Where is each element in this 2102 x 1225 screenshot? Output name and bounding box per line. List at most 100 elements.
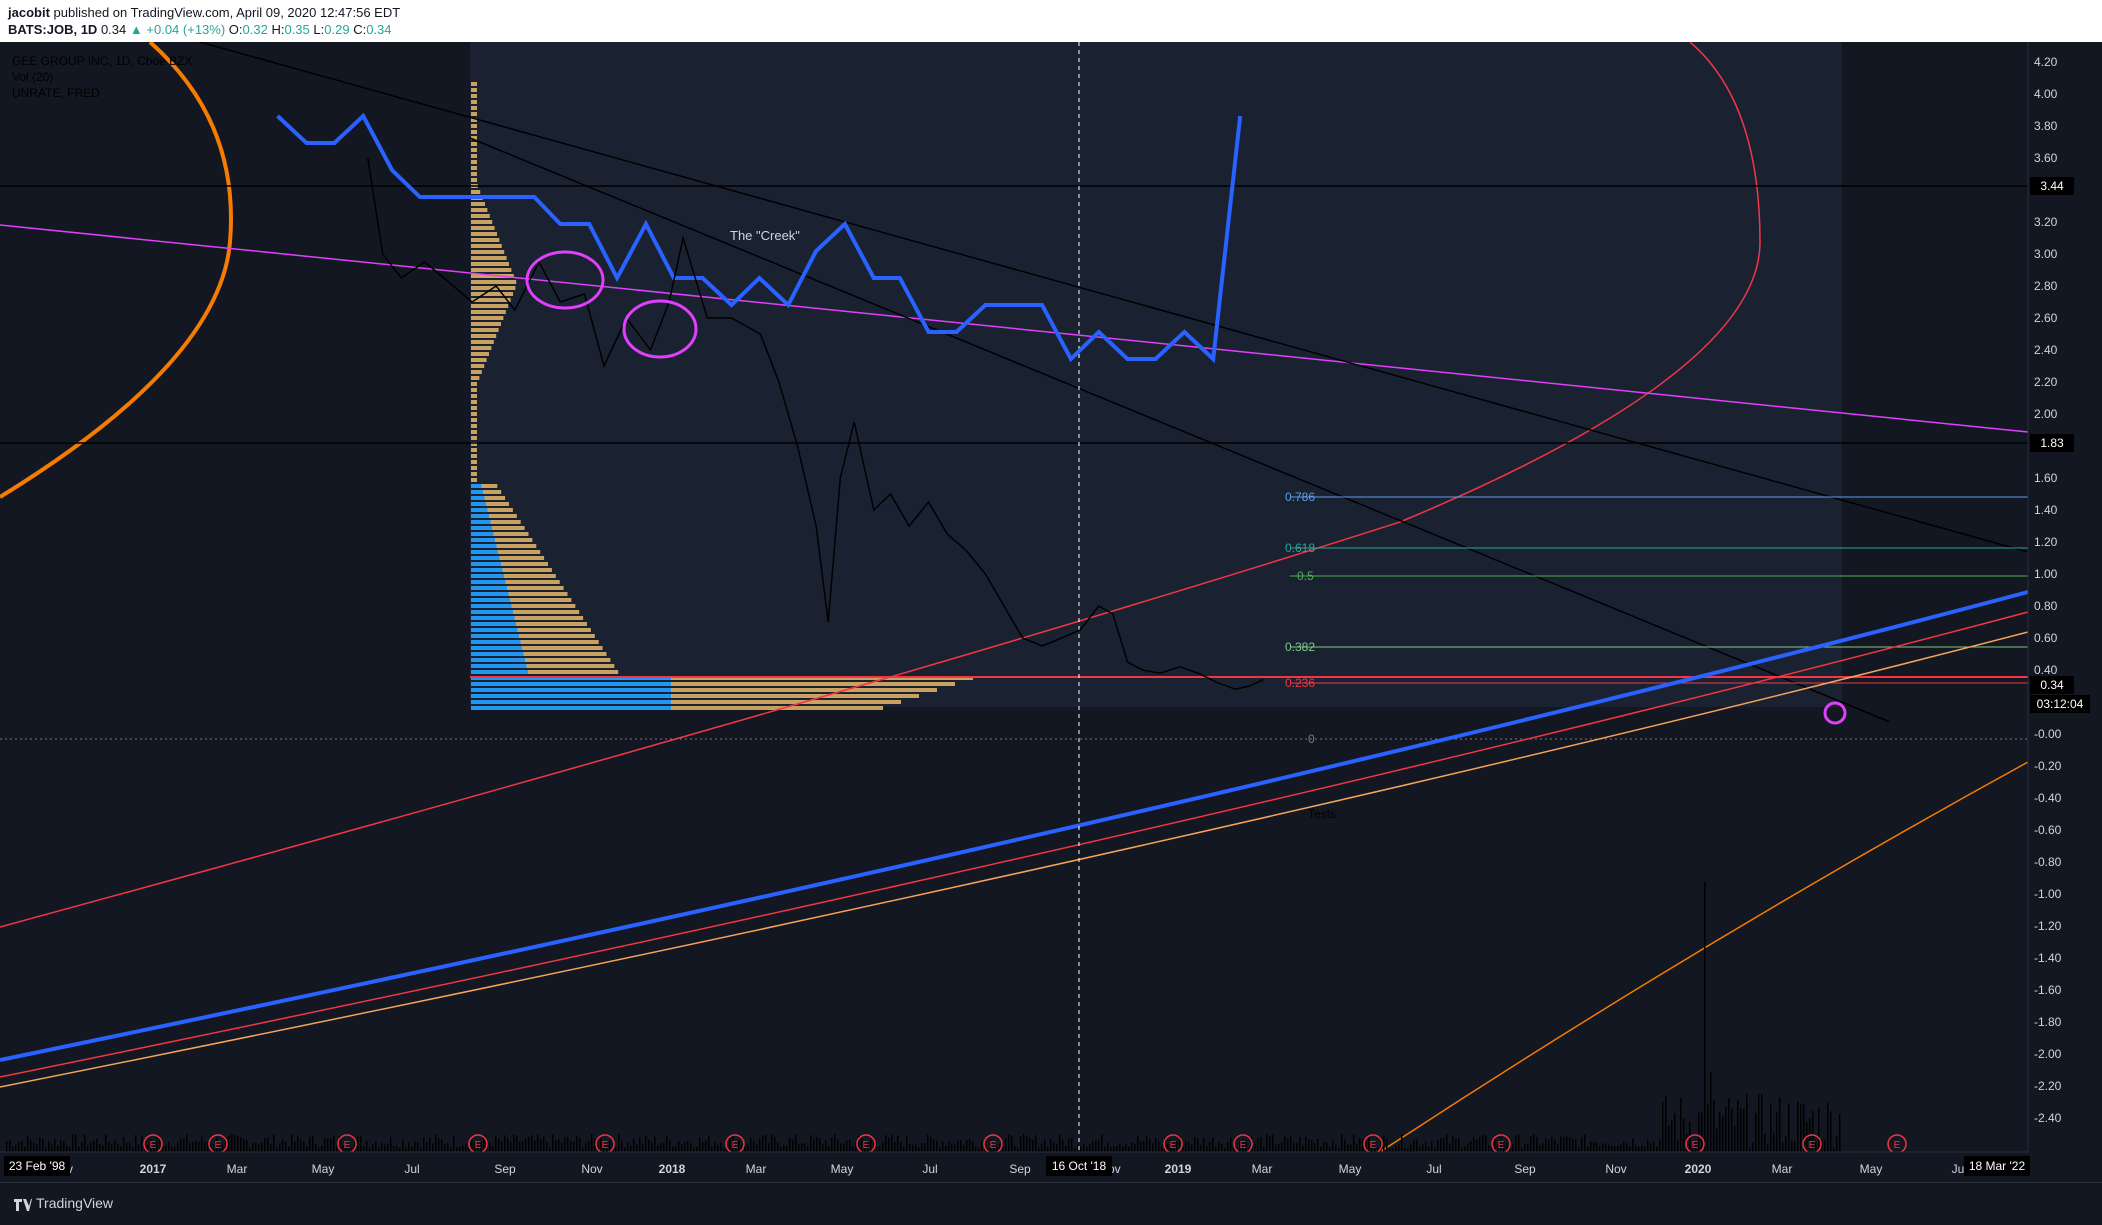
svg-text:E: E bbox=[1370, 1140, 1377, 1151]
current-price-tag bbox=[2030, 676, 2074, 694]
price-tick-label: 2.00 bbox=[2034, 407, 2058, 421]
last-price: 0.34 bbox=[100, 22, 127, 37]
svg-text:E: E bbox=[863, 1140, 870, 1151]
price-tick-label: 2.40 bbox=[2034, 343, 2058, 357]
red-ellipse-arc bbox=[0, 41, 1761, 928]
time-tick-label: Jul bbox=[404, 1162, 419, 1176]
time-tick-label: Ju bbox=[1952, 1162, 1965, 1176]
svg-text:E: E bbox=[1809, 1140, 1816, 1151]
time-tick-label: Sep bbox=[1009, 1162, 1031, 1176]
unrate-series-line bbox=[276, 112, 1243, 364]
price-tick-label: -1.60 bbox=[2034, 983, 2062, 997]
blue-rising-curve bbox=[0, 590, 2029, 1062]
tests-annotation: Tests bbox=[1308, 807, 1336, 821]
close-label: C: bbox=[353, 22, 367, 37]
volume-bars bbox=[6, 882, 1841, 1152]
descending-trendline-2 bbox=[469, 137, 1891, 723]
svg-text:E: E bbox=[344, 1140, 351, 1151]
creek-annotation: The "Creek" bbox=[730, 228, 800, 243]
fib-0236: 0.236 bbox=[1285, 676, 1315, 690]
svg-text:E: E bbox=[475, 1140, 482, 1151]
price-tick-label: 1.00 bbox=[2034, 567, 2058, 581]
author-name[interactable]: jacobit bbox=[8, 5, 50, 20]
price-tick-label: 3.00 bbox=[2034, 247, 2058, 261]
time-tick-label: 2020 bbox=[1685, 1162, 1712, 1176]
current-price-label: 0.34 bbox=[2040, 678, 2064, 692]
svg-text:E: E bbox=[150, 1140, 157, 1151]
price-tick-label: -2.20 bbox=[2034, 1079, 2062, 1093]
svg-text:E: E bbox=[1498, 1140, 1505, 1151]
price-tick-label: 0.80 bbox=[2034, 599, 2058, 613]
magenta-circle-3 bbox=[1823, 701, 1847, 725]
svg-text:E: E bbox=[732, 1140, 739, 1151]
time-tick-label: May bbox=[831, 1162, 854, 1176]
high-label: H: bbox=[271, 22, 285, 37]
countdown-label: 03:12:04 bbox=[2037, 697, 2084, 711]
price-tick-label: 3.20 bbox=[2034, 215, 2058, 229]
price-tick-label: -0.40 bbox=[2034, 791, 2062, 805]
time-tick-label: Mar bbox=[1772, 1162, 1793, 1176]
red-fan-line bbox=[0, 611, 2029, 1078]
price-axis[interactable] bbox=[2028, 42, 2102, 1152]
close-value: 0.34 bbox=[366, 22, 392, 37]
fib-retracement: 0.618 0.5 0.382 0.236 0.786 0 bbox=[1285, 490, 2028, 746]
time-tick-label: Mar bbox=[1252, 1162, 1273, 1176]
chart-area[interactable]: 0.618 0.5 0.382 0.236 0.786 0 The "Creek… bbox=[0, 40, 2102, 1182]
price-tick-label: -1.40 bbox=[2034, 951, 2062, 965]
price-tick-label: -0.60 bbox=[2034, 823, 2062, 837]
tradingview-brand[interactable]: TradingView bbox=[14, 1195, 114, 1212]
low-label: L: bbox=[313, 22, 325, 37]
countdown-tag bbox=[2030, 695, 2090, 713]
price-tick-label: -1.00 bbox=[2034, 887, 2062, 901]
fib-05: 0.5 bbox=[1297, 569, 1314, 583]
level-183-label: 1.83 bbox=[2040, 436, 2064, 450]
level-183-tag bbox=[2030, 434, 2074, 452]
legend-main[interactable]: GEE GROUP INC, 1D, Cboe BZX bbox=[12, 54, 193, 68]
level-344-label: 3.44 bbox=[2040, 179, 2064, 193]
time-tick-label: Jul bbox=[922, 1162, 937, 1176]
price-tick-label: 0.40 bbox=[2034, 663, 2058, 677]
magenta-trendline bbox=[0, 224, 2029, 433]
price-tick-label: -2.40 bbox=[2034, 1111, 2062, 1125]
symbol-label: BATS:JOB, 1D bbox=[8, 22, 98, 37]
range-start-tag bbox=[4, 1156, 70, 1176]
time-tick-label: Sep bbox=[1514, 1162, 1536, 1176]
magenta-circle-2 bbox=[622, 299, 698, 359]
time-tick-label: May bbox=[312, 1162, 335, 1176]
chart-svg[interactable]: 0.618 0.5 0.382 0.236 0.786 0 The "Creek… bbox=[0, 40, 2102, 1182]
svg-text:E: E bbox=[1240, 1140, 1247, 1151]
time-tick-label: May bbox=[1860, 1162, 1883, 1176]
cursor-date-label: 16 Oct '18 bbox=[1052, 1159, 1107, 1173]
brand-label: TradingView bbox=[36, 1195, 114, 1211]
time-tick-label: 2017 bbox=[140, 1162, 167, 1176]
time-tick-label: Mar bbox=[746, 1162, 767, 1176]
price-series-line bbox=[367, 157, 1264, 690]
time-tick-label: Mar bbox=[227, 1162, 248, 1176]
price-tick-label: 1.40 bbox=[2034, 503, 2058, 517]
symbol-line: BATS:JOB, 1D 0.34 ▲ +0.04 (+13%) O:0.32 … bbox=[8, 22, 392, 37]
tradingview-logo-icon bbox=[14, 1199, 32, 1212]
fib-0: 0 bbox=[1308, 732, 1315, 746]
price-tick-label: 2.60 bbox=[2034, 311, 2058, 325]
magenta-circle-1 bbox=[525, 250, 605, 310]
time-tick-label: 2019 bbox=[1165, 1162, 1192, 1176]
svg-text:E: E bbox=[990, 1140, 997, 1151]
price-tick-label: -0.20 bbox=[2034, 759, 2062, 773]
open-value: 0.32 bbox=[242, 22, 268, 37]
time-tick-label: Nov bbox=[581, 1162, 602, 1176]
open-label: O: bbox=[228, 22, 243, 37]
price-tick-label: 4.20 bbox=[2034, 55, 2058, 69]
legend-vol[interactable]: Vol (20) bbox=[12, 70, 53, 84]
svg-text:E: E bbox=[1692, 1140, 1699, 1151]
time-tick-label: Sep bbox=[494, 1162, 516, 1176]
range-start-label: 23 Feb '98 bbox=[9, 1159, 66, 1173]
orange-parabola bbox=[0, 40, 233, 499]
price-tick-label: -0.00 bbox=[2034, 727, 2062, 741]
publish-line: jacobit published on TradingView.com, Ap… bbox=[8, 5, 400, 20]
orange-curve-right bbox=[1379, 761, 2029, 1153]
price-tick-label: 3.80 bbox=[2034, 119, 2058, 133]
price-tick-label: -2.00 bbox=[2034, 1047, 2062, 1061]
range-end-tag bbox=[1964, 1156, 2030, 1176]
price-tick-label: 4.00 bbox=[2034, 87, 2058, 101]
legend-unrate[interactable]: UNRATE, FRED bbox=[12, 86, 100, 100]
